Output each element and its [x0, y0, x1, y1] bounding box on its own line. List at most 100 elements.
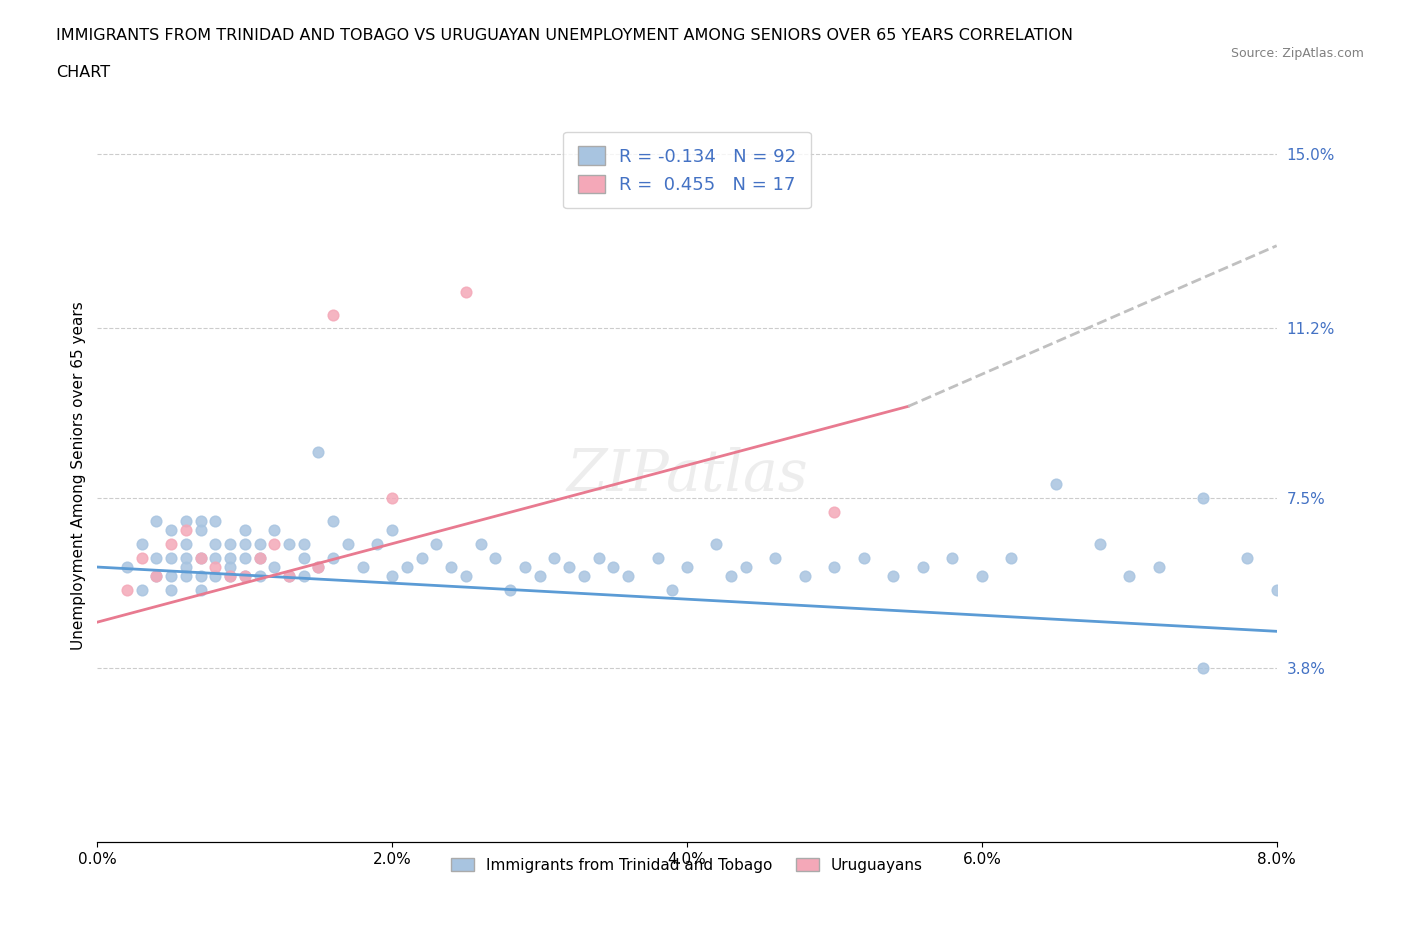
Point — [219, 551, 242, 565]
Point — [233, 551, 256, 565]
Point — [174, 537, 197, 551]
Point — [115, 560, 138, 575]
Point — [278, 537, 301, 551]
Point — [381, 523, 404, 538]
Point — [440, 560, 463, 575]
Point — [1192, 491, 1215, 506]
Point — [233, 537, 256, 551]
Point — [1295, 551, 1317, 565]
Point — [735, 560, 758, 575]
Point — [308, 445, 330, 459]
Point — [190, 551, 212, 565]
Point — [204, 551, 226, 565]
Point — [131, 582, 153, 597]
Point — [292, 569, 315, 584]
Point — [190, 513, 212, 528]
Point — [322, 307, 344, 322]
Point — [160, 523, 183, 538]
Point — [174, 551, 197, 565]
Point — [233, 523, 256, 538]
Point — [572, 569, 595, 584]
Point — [513, 560, 536, 575]
Point — [204, 560, 226, 575]
Point — [160, 537, 183, 551]
Point — [263, 523, 285, 538]
Point — [190, 569, 212, 584]
Point — [145, 551, 167, 565]
Point — [425, 537, 447, 551]
Point — [765, 551, 787, 565]
Point — [249, 551, 271, 565]
Point — [1339, 582, 1361, 597]
Point — [322, 513, 344, 528]
Point — [174, 513, 197, 528]
Text: ZIPatlas: ZIPatlas — [567, 447, 808, 503]
Point — [1192, 660, 1215, 675]
Point — [454, 569, 477, 584]
Point — [558, 560, 581, 575]
Text: IMMIGRANTS FROM TRINIDAD AND TOBAGO VS URUGUAYAN UNEMPLOYMENT AMONG SENIORS OVER: IMMIGRANTS FROM TRINIDAD AND TOBAGO VS U… — [56, 28, 1073, 43]
Point — [676, 560, 699, 575]
Point — [395, 560, 418, 575]
Point — [322, 551, 344, 565]
Point — [263, 560, 285, 575]
Point — [160, 569, 183, 584]
Point — [190, 582, 212, 597]
Point — [941, 551, 963, 565]
Point — [706, 537, 728, 551]
Point — [381, 491, 404, 506]
Point — [470, 537, 492, 551]
Point — [336, 537, 359, 551]
Point — [1000, 551, 1022, 565]
Point — [454, 285, 477, 299]
Point — [174, 523, 197, 538]
Point — [308, 560, 330, 575]
Point — [1045, 477, 1067, 492]
Point — [160, 582, 183, 597]
Point — [543, 551, 565, 565]
Point — [308, 560, 330, 575]
Point — [219, 537, 242, 551]
Point — [131, 551, 153, 565]
Point — [823, 560, 845, 575]
Point — [970, 569, 993, 584]
Point — [204, 569, 226, 584]
Point — [499, 582, 522, 597]
Legend: Immigrants from Trinidad and Tobago, Uruguayans: Immigrants from Trinidad and Tobago, Uru… — [446, 852, 929, 879]
Text: CHART: CHART — [56, 65, 110, 80]
Point — [233, 569, 256, 584]
Point — [292, 551, 315, 565]
Point — [617, 569, 640, 584]
Point — [278, 569, 301, 584]
Point — [1118, 569, 1140, 584]
Point — [160, 551, 183, 565]
Point — [278, 569, 301, 584]
Point — [190, 523, 212, 538]
Point — [233, 569, 256, 584]
Point — [145, 513, 167, 528]
Point — [292, 537, 315, 551]
Point — [249, 551, 271, 565]
Point — [219, 560, 242, 575]
Point — [852, 551, 875, 565]
Point — [366, 537, 388, 551]
Point — [263, 537, 285, 551]
Point — [145, 569, 167, 584]
Point — [204, 537, 226, 551]
Point — [911, 560, 934, 575]
Point — [882, 569, 904, 584]
Point — [219, 569, 242, 584]
Point — [1088, 537, 1111, 551]
Point — [204, 513, 226, 528]
Point — [131, 537, 153, 551]
Point — [249, 569, 271, 584]
Point — [794, 569, 817, 584]
Point — [1147, 560, 1170, 575]
Point — [249, 537, 271, 551]
Point — [529, 569, 551, 584]
Point — [647, 551, 669, 565]
Point — [411, 551, 433, 565]
Point — [174, 569, 197, 584]
Point — [115, 582, 138, 597]
Point — [174, 560, 197, 575]
